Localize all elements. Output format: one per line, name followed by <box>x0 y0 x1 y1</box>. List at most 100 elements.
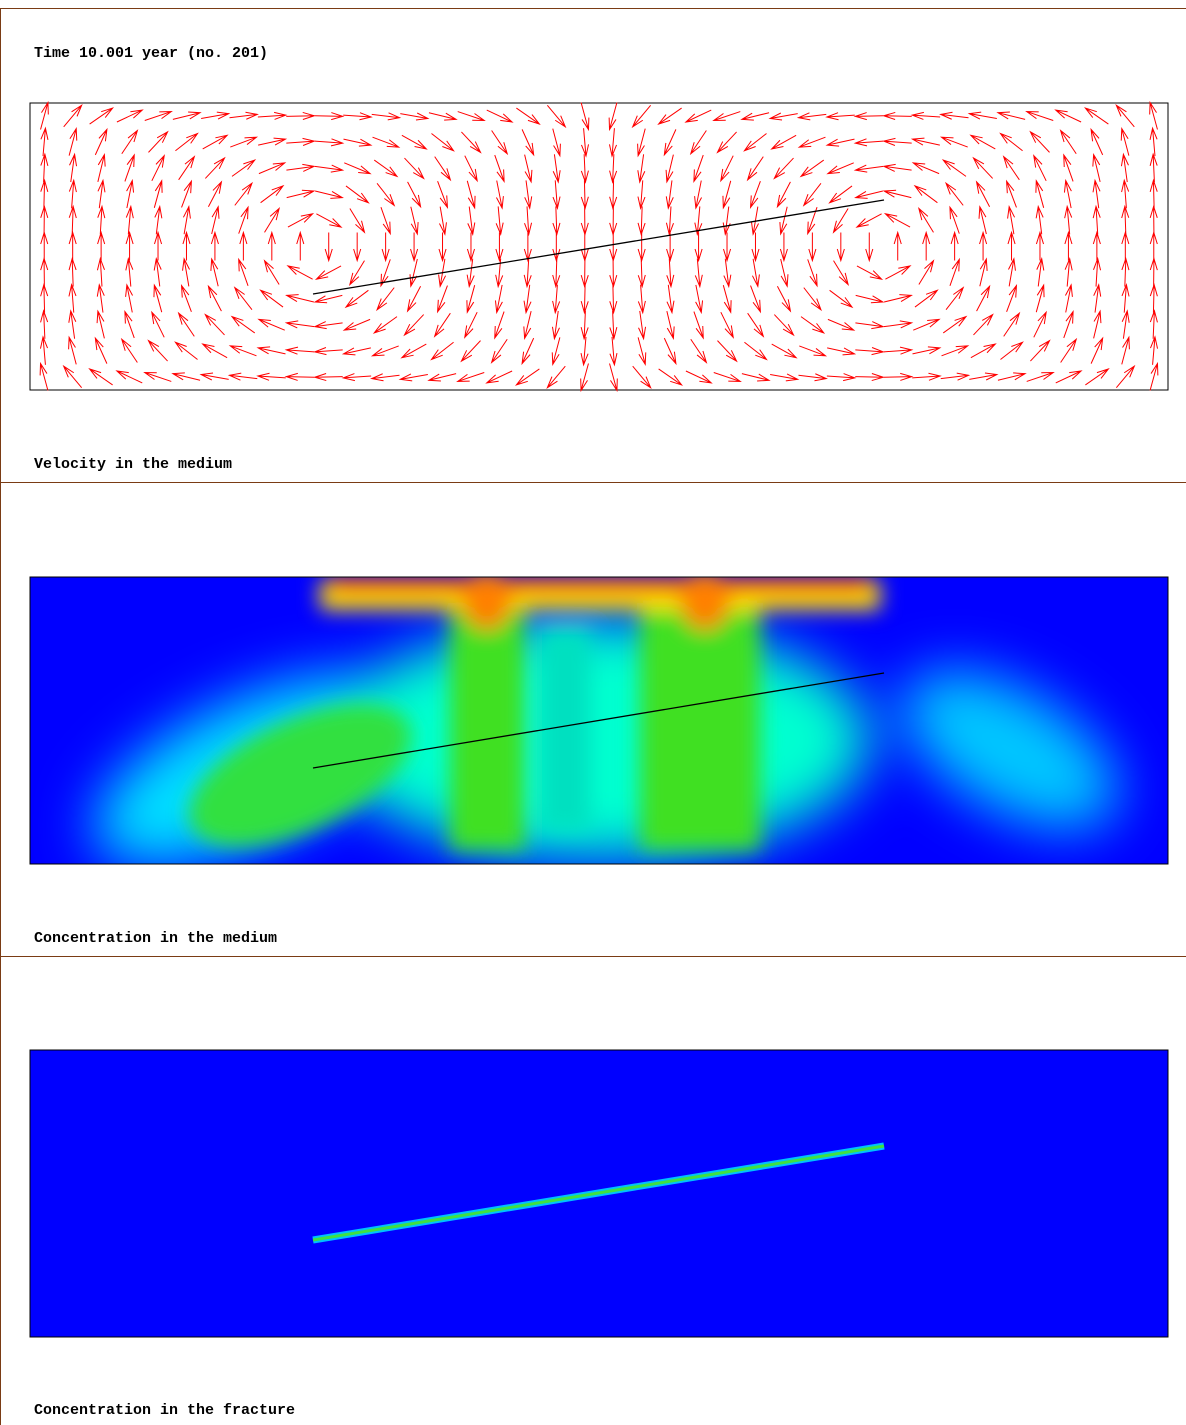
velocity-arrow <box>1003 311 1021 337</box>
velocity-arrow <box>855 372 885 382</box>
velocity-arrow <box>1092 152 1101 182</box>
velocity-arrow <box>694 232 703 263</box>
velocity-arrow <box>717 340 738 363</box>
velocity-arrow <box>853 138 884 147</box>
velocity-arrow <box>1149 126 1158 157</box>
velocity-arrow <box>609 284 618 315</box>
velocity-arrow <box>882 111 912 121</box>
velocity-arrow <box>180 283 192 312</box>
velocity-arrow <box>740 112 770 121</box>
velocity-arrow <box>1035 179 1045 208</box>
velocity-arrow <box>969 372 999 381</box>
velocity-arrow <box>690 338 708 364</box>
velocity-arrow <box>372 136 401 148</box>
velocity-arrow <box>825 112 855 121</box>
velocity-arrow <box>466 285 476 314</box>
velocity-arrow <box>524 180 533 210</box>
velocity-arrow <box>286 163 316 172</box>
velocity-arrow <box>1054 109 1082 123</box>
velocity-arrow <box>1007 230 1016 261</box>
velocity-arrow <box>827 318 856 331</box>
velocity-arrow <box>776 286 792 313</box>
velocity-arrow <box>1029 130 1050 153</box>
velocity-arrow <box>523 232 532 263</box>
velocity-arrow <box>238 257 249 286</box>
velocity-arrow <box>1090 127 1104 156</box>
velocity-arrow <box>979 257 988 287</box>
velocity-arrow <box>609 363 618 393</box>
velocity-arrow <box>256 346 286 355</box>
velocity-arrow <box>233 286 253 311</box>
velocity-arrow <box>969 134 996 150</box>
velocity-arrow <box>40 152 49 183</box>
velocity-arrow <box>313 294 343 304</box>
velocity-arrow <box>313 321 343 330</box>
velocity-arrow <box>182 257 190 287</box>
velocity-arrow <box>456 372 485 382</box>
velocity-arrow <box>373 159 399 178</box>
velocity-arrow <box>1063 178 1072 209</box>
velocity-arrow <box>256 372 286 381</box>
velocity-arrow <box>1121 178 1130 209</box>
velocity-arrow <box>744 341 768 361</box>
velocity-arrow <box>1026 371 1055 382</box>
velocity-arrow <box>799 345 828 357</box>
velocity-arrow <box>723 232 732 263</box>
velocity-arrow <box>398 373 428 382</box>
velocity-arrow <box>202 134 229 150</box>
velocity-arrow <box>230 315 256 334</box>
velocity-arrow <box>716 131 737 154</box>
velocity-arrow <box>381 232 390 263</box>
velocity-arrow <box>967 111 997 120</box>
velocity-arrow <box>430 341 454 361</box>
velocity-arrow <box>685 370 713 384</box>
velocity-arrow <box>694 206 703 237</box>
velocity-arrow <box>632 365 652 389</box>
velocity-arrow <box>40 309 49 339</box>
velocity-arrow <box>40 178 49 209</box>
velocity-arrow <box>882 163 912 172</box>
velocity-arrow <box>199 372 229 381</box>
velocity-arrow <box>780 258 789 288</box>
fracture-line <box>312 672 885 769</box>
velocity-arrow <box>39 361 49 391</box>
velocity-arrow <box>1121 204 1130 235</box>
velocity-arrow <box>324 232 333 263</box>
velocity-arrow <box>1035 230 1044 261</box>
velocity-arrow <box>62 364 83 389</box>
velocity-arrow <box>285 294 314 303</box>
velocity-arrow <box>349 208 366 234</box>
velocity-arrow <box>436 285 448 314</box>
velocity-arrow <box>316 213 343 228</box>
velocity-arrow <box>1149 204 1158 235</box>
velocity-arrow <box>546 365 566 389</box>
velocity-plot <box>29 100 1169 393</box>
velocity-arrow <box>827 347 857 356</box>
velocity-arrow <box>751 232 760 263</box>
velocity-arrow <box>779 206 788 236</box>
velocity-arrow <box>466 258 475 289</box>
velocity-arrow <box>97 178 106 209</box>
velocity-arrow <box>712 111 741 122</box>
velocity-arrow <box>1006 283 1018 312</box>
velocity-arrow <box>776 181 791 209</box>
velocity-arrow <box>1090 336 1104 364</box>
velocity-arrow <box>97 152 106 182</box>
velocity-arrow <box>665 154 674 184</box>
velocity-arrow <box>258 137 288 146</box>
velocity-arrow <box>370 345 399 357</box>
velocity-arrow <box>713 372 742 382</box>
velocity-arrow <box>973 313 994 336</box>
velocity-arrow <box>230 136 259 148</box>
velocity-arrow <box>524 206 533 237</box>
velocity-arrow <box>1006 179 1017 208</box>
velocity-arrow <box>1115 364 1136 389</box>
velocity-arrow <box>238 205 249 234</box>
velocity-arrow <box>96 309 105 339</box>
velocity-arrow <box>910 137 940 146</box>
velocity-arrow <box>828 185 853 204</box>
velocity-arrow <box>313 372 343 382</box>
velocity-arrow <box>523 284 532 315</box>
velocity-arrow <box>286 189 316 199</box>
velocity-arrow <box>747 312 765 338</box>
